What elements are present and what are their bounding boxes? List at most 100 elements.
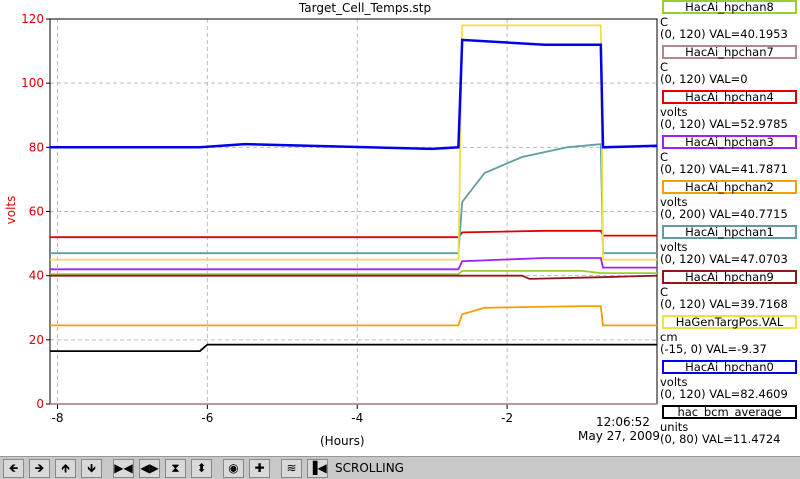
record-button[interactable]: ◉: [223, 458, 244, 478]
series-line-hacai-hpchan9: [50, 274, 658, 280]
legend-value: VAL=82.4609: [709, 387, 788, 401]
legend-series-name[interactable]: HacAi_hpchan4: [662, 90, 797, 104]
y-tick-label-4: 80: [29, 140, 44, 154]
y-tick-label-0: 0: [36, 397, 44, 411]
legend-item[interactable]: HacAi_hpchan7 C (0, 120) VAL=0: [660, 45, 800, 90]
legend-item[interactable]: HaGenTargPos.VAL cm (-15, 0) VAL=-9.37: [660, 315, 800, 360]
end-date-label: May 27, 2009: [578, 429, 661, 443]
legend-range-value: (0, 200) VAL=40.7715: [660, 208, 788, 220]
series-line-hacai-hpchan2: [50, 305, 657, 327]
legend-series-name[interactable]: HacAi_hpchan2: [662, 180, 797, 194]
legend-range: (0, 120): [660, 162, 706, 176]
legend-range: (0, 120): [660, 387, 706, 401]
legend-range: (0, 120): [660, 27, 706, 41]
go-to-end-button[interactable]: ▐◀: [307, 458, 328, 478]
legend-item[interactable]: HacAi_hpchan9 C (0, 120) VAL=39.7168: [660, 270, 800, 315]
legend-range: (0, 120): [660, 72, 706, 86]
plot-area[interactable]: 0 20 40 60 80 100 120 -8 -6 -4 -2: [0, 0, 660, 456]
legend-units: C: [660, 150, 669, 164]
legend-range-value: (0, 120) VAL=0: [660, 73, 748, 85]
y-tick-label-3: 60: [29, 205, 44, 219]
series-line-hacai-hpchan0: [50, 38, 658, 151]
legend-range-value: (0, 120) VAL=47.0703: [660, 253, 788, 265]
scroll-down-button[interactable]: 🡻: [81, 458, 102, 478]
add-button[interactable]: ✚: [249, 458, 270, 478]
legend-value: VAL=0: [709, 72, 748, 86]
legend-range-value: (0, 120) VAL=52.9785: [660, 118, 788, 130]
legend-value: VAL=52.9785: [709, 117, 788, 131]
legend-item[interactable]: HacAi_hpchan0 volts (0, 120) VAL=82.4609: [660, 360, 800, 405]
zoom-in-y-button[interactable]: ⧗: [165, 458, 186, 478]
legend-range-value: (0, 120) VAL=40.1953: [660, 28, 788, 40]
y-axis-label: volts: [4, 195, 18, 225]
y-tick-label-2: 40: [29, 269, 44, 283]
legend-range: (-15, 0): [660, 342, 703, 356]
end-time-label: 12:06:52: [596, 415, 650, 429]
toolbar: 🡸 🡺 🡹 🡻 ▶◀ ◀▶ ⧗ ⬍ ◉ ✚ ≋ ▐◀ SCROLLING: [0, 456, 800, 479]
legend-range-value: (0, 80) VAL=11.4724: [660, 433, 781, 445]
legend-series-name[interactable]: HacAi_hpchan0: [662, 360, 797, 374]
legend-value: VAL=40.7715: [709, 207, 788, 221]
legend-units: volts: [660, 375, 688, 389]
scroll-left-button[interactable]: 🡸: [3, 458, 24, 478]
legend-value: VAL=47.0703: [709, 252, 788, 266]
legend-item[interactable]: hac_bcm_average units (0, 80) VAL=11.4724: [660, 405, 800, 450]
chart-title: Target_Cell_Temps.stp: [298, 1, 432, 15]
zoom-in-x-button[interactable]: ▶◀: [113, 458, 134, 478]
legend-units: C: [660, 15, 669, 29]
legend-series-name[interactable]: HaGenTargPos.VAL: [662, 315, 797, 329]
series-line-hacai-hpchan3: [50, 257, 657, 271]
legend-range: (0, 120): [660, 117, 706, 131]
legend-range: (0, 120): [660, 252, 706, 266]
legend-units: C: [660, 60, 669, 74]
legend-series-name[interactable]: HacAi_hpchan1: [662, 225, 797, 239]
y-tick-label-6: 120: [21, 12, 44, 26]
legend-value: VAL=40.1953: [709, 27, 788, 41]
scroll-up-button[interactable]: 🡹: [55, 458, 76, 478]
legend: HacAi_hpchan8 C (0, 120) VAL=40.1953 HacAi_…: [660, 0, 800, 452]
x-tick-label-0: -8: [52, 411, 64, 425]
legend-range: (0, 200): [660, 207, 706, 221]
mode-label: SCROLLING: [335, 461, 404, 475]
legend-series-name[interactable]: HacAi_hpchan8: [662, 0, 797, 14]
series-line-hac-bcm-average: [50, 343, 657, 352]
legend-series-name[interactable]: HacAi_hpchan9: [662, 270, 797, 284]
x-axis-label: (Hours): [320, 434, 365, 448]
legend-value: VAL=11.4724: [701, 432, 781, 446]
zoom-out-x-button[interactable]: ◀▶: [139, 458, 160, 478]
legend-range-value: (-15, 0) VAL=-9.37: [660, 343, 767, 355]
series-line-hagentargpos-val: [50, 24, 657, 261]
legend-item[interactable]: HacAi_hpchan3 C (0, 120) VAL=41.7871: [660, 135, 800, 180]
legend-units: volts: [660, 240, 688, 254]
y-tick-label-1: 20: [29, 333, 44, 347]
legend-units: volts: [660, 105, 688, 119]
x-tick-label-3: -2: [501, 411, 513, 425]
legend-item[interactable]: HacAi_hpchan8 C (0, 120) VAL=40.1953: [660, 0, 800, 45]
legend-item[interactable]: HacAi_hpchan1 volts (0, 120) VAL=47.0703: [660, 225, 800, 270]
legend-series-name[interactable]: hac_bcm_average: [662, 405, 797, 419]
x-tick-label-1: -6: [201, 411, 213, 425]
legend-units: units: [660, 420, 689, 434]
legend-units: C: [660, 285, 669, 299]
legend-value: VAL=41.7871: [709, 162, 788, 176]
zoom-out-y-button[interactable]: ⬍: [191, 458, 212, 478]
legend-units: volts: [660, 195, 688, 209]
legend-range-value: (0, 120) VAL=39.7168: [660, 298, 788, 310]
legend-range-value: (0, 120) VAL=41.7871: [660, 163, 788, 175]
series-line-hacai-hpchan8: [50, 270, 657, 275]
legend-range: (0, 120): [660, 297, 706, 311]
legend-series-name[interactable]: HacAi_hpchan7: [662, 45, 797, 59]
legend-item[interactable]: HacAi_hpchan4 volts (0, 120) VAL=52.9785: [660, 90, 800, 135]
legend-value: VAL=39.7168: [709, 297, 788, 311]
legend-range-value: (0, 120) VAL=82.4609: [660, 388, 788, 400]
y-tick-label-5: 100: [21, 76, 44, 90]
legend-series-name[interactable]: HacAi_hpchan3: [662, 135, 797, 149]
legend-item[interactable]: HacAi_hpchan2 volts (0, 200) VAL=40.7715: [660, 180, 800, 225]
x-tick-label-2: -4: [351, 411, 363, 425]
scroll-right-button[interactable]: 🡺: [29, 458, 50, 478]
autoscale-button[interactable]: ≋: [281, 458, 302, 478]
legend-units: cm: [660, 330, 678, 344]
legend-range: (0, 80): [660, 432, 699, 446]
series-line-hacai-hpchan4: [50, 229, 657, 239]
legend-value: VAL=-9.37: [706, 342, 767, 356]
